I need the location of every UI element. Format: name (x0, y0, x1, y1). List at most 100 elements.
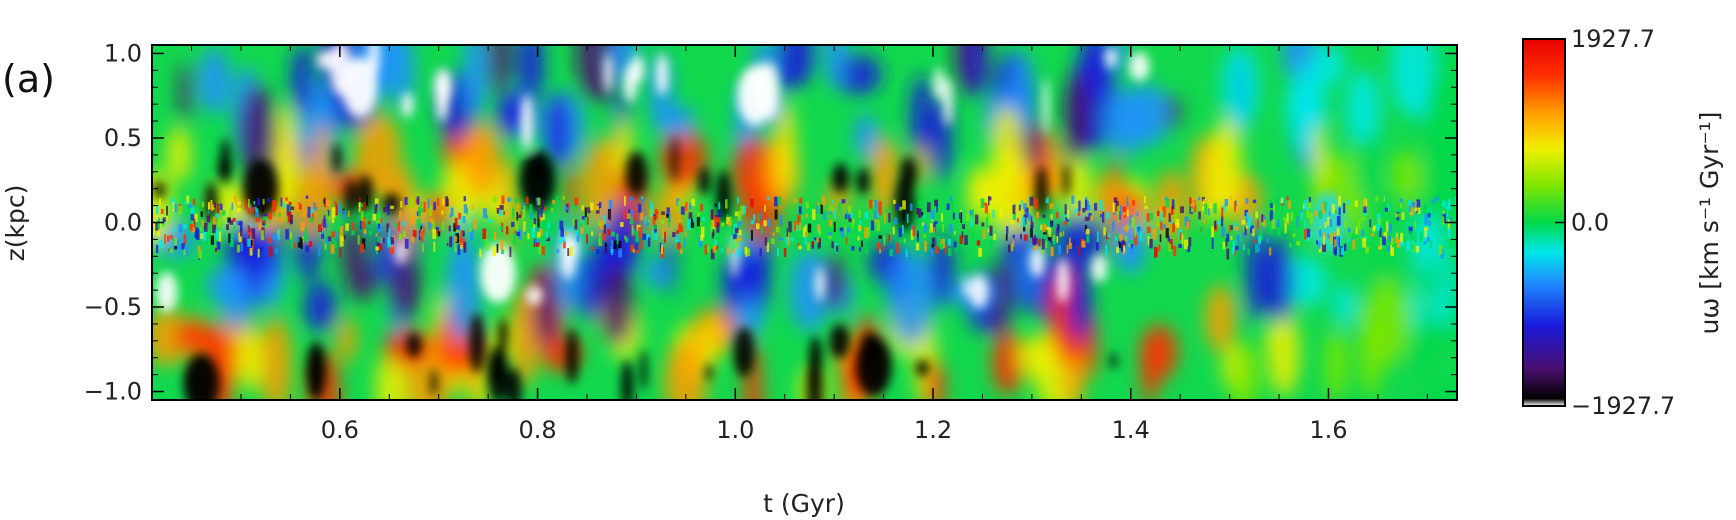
noise-mark (435, 227, 440, 232)
colorbar-label: uω [km s⁻¹ Gyr⁻¹] (1695, 112, 1724, 335)
feature-blob (341, 57, 378, 118)
noise-mark (198, 249, 202, 259)
noise-mark (829, 205, 833, 212)
noise-mark (1314, 210, 1318, 217)
noise-mark (302, 236, 304, 243)
noise-mark (1173, 245, 1177, 257)
extreme-blob (345, 179, 357, 217)
noise-mark (237, 201, 241, 213)
noise-mark (569, 246, 573, 257)
noise-mark (1447, 199, 1451, 210)
noise-mark (1169, 219, 1173, 225)
noise-mark (284, 218, 289, 222)
noise-mark (290, 214, 293, 224)
noise-mark (929, 223, 934, 233)
field-blob (312, 123, 333, 217)
noise-mark (623, 210, 626, 220)
noise-mark (540, 208, 543, 218)
noise-mark (207, 202, 210, 210)
noise-mark (567, 248, 570, 256)
midplane-noise (152, 195, 1457, 261)
noise-mark (289, 204, 292, 212)
noise-mark (817, 202, 820, 206)
noise-mark (1395, 213, 1400, 217)
noise-mark (1401, 212, 1405, 221)
noise-mark (750, 229, 754, 241)
noise-mark (1107, 233, 1111, 238)
noise-mark (847, 205, 852, 213)
noise-mark (236, 244, 240, 253)
noise-mark (559, 220, 564, 230)
noise-mark (629, 216, 634, 225)
noise-mark (1344, 221, 1347, 228)
noise-mark (1118, 234, 1123, 241)
noise-mark (1034, 198, 1039, 210)
noise-mark (947, 248, 952, 257)
noise-mark (650, 206, 654, 217)
noise-mark (1144, 205, 1148, 209)
noise-mark (828, 232, 832, 236)
noise-mark (492, 196, 497, 203)
noise-mark (1329, 211, 1331, 216)
noise-mark (164, 234, 166, 244)
noise-mark (771, 238, 775, 245)
noise-mark (1324, 221, 1327, 228)
noise-mark (874, 217, 877, 223)
noise-mark (1179, 232, 1182, 240)
noise-mark (1034, 237, 1038, 245)
noise-mark (437, 197, 440, 206)
noise-mark (747, 248, 751, 257)
noise-mark (193, 214, 195, 219)
field-blob (1063, 71, 1090, 165)
noise-mark (972, 209, 974, 220)
noise-mark (251, 239, 254, 251)
noise-mark (1408, 230, 1411, 236)
noise-mark (471, 205, 474, 210)
noise-mark (411, 236, 415, 243)
noise-mark (390, 205, 394, 209)
noise-mark (183, 224, 187, 229)
noise-mark (805, 231, 809, 237)
colorbar-tick-label: −1927.7 (1571, 392, 1675, 420)
noise-mark (446, 242, 449, 246)
y-axis: 1.0 0.5 0.0 −0.5 −1.0 (84, 39, 1457, 406)
noise-mark (613, 240, 617, 250)
noise-mark (662, 228, 666, 239)
noise-mark (1029, 196, 1034, 206)
field-blob (1069, 263, 1093, 341)
noise-mark (818, 229, 822, 235)
noise-mark (812, 209, 816, 220)
noise-mark (1087, 200, 1090, 208)
noise-mark (232, 237, 235, 242)
noise-mark (976, 240, 981, 246)
noise-mark (757, 212, 760, 222)
noise-mark (1012, 204, 1016, 214)
noise-mark (822, 196, 826, 206)
noise-mark (858, 247, 862, 252)
field-blob (389, 252, 422, 321)
noise-mark (661, 211, 665, 215)
noise-mark (679, 248, 683, 255)
noise-mark (763, 220, 767, 227)
noise-mark (898, 239, 902, 244)
noise-mark (878, 235, 882, 240)
noise-mark (1396, 239, 1401, 248)
noise-mark (442, 198, 445, 206)
field-blob (824, 45, 848, 90)
field-blob (197, 47, 232, 115)
noise-mark (805, 213, 808, 218)
noise-mark (1131, 217, 1135, 228)
noise-mark (297, 237, 302, 248)
noise-mark (1282, 221, 1285, 226)
noise-mark (300, 222, 305, 232)
noise-mark (878, 204, 882, 216)
noise-mark (433, 241, 436, 252)
noise-mark (759, 211, 762, 218)
noise-mark (987, 196, 990, 206)
noise-mark (778, 237, 783, 241)
extreme-blob (716, 170, 732, 224)
noise-mark (463, 241, 467, 253)
noise-mark (1121, 240, 1124, 251)
noise-mark (858, 209, 861, 218)
noise-mark (1105, 245, 1108, 255)
